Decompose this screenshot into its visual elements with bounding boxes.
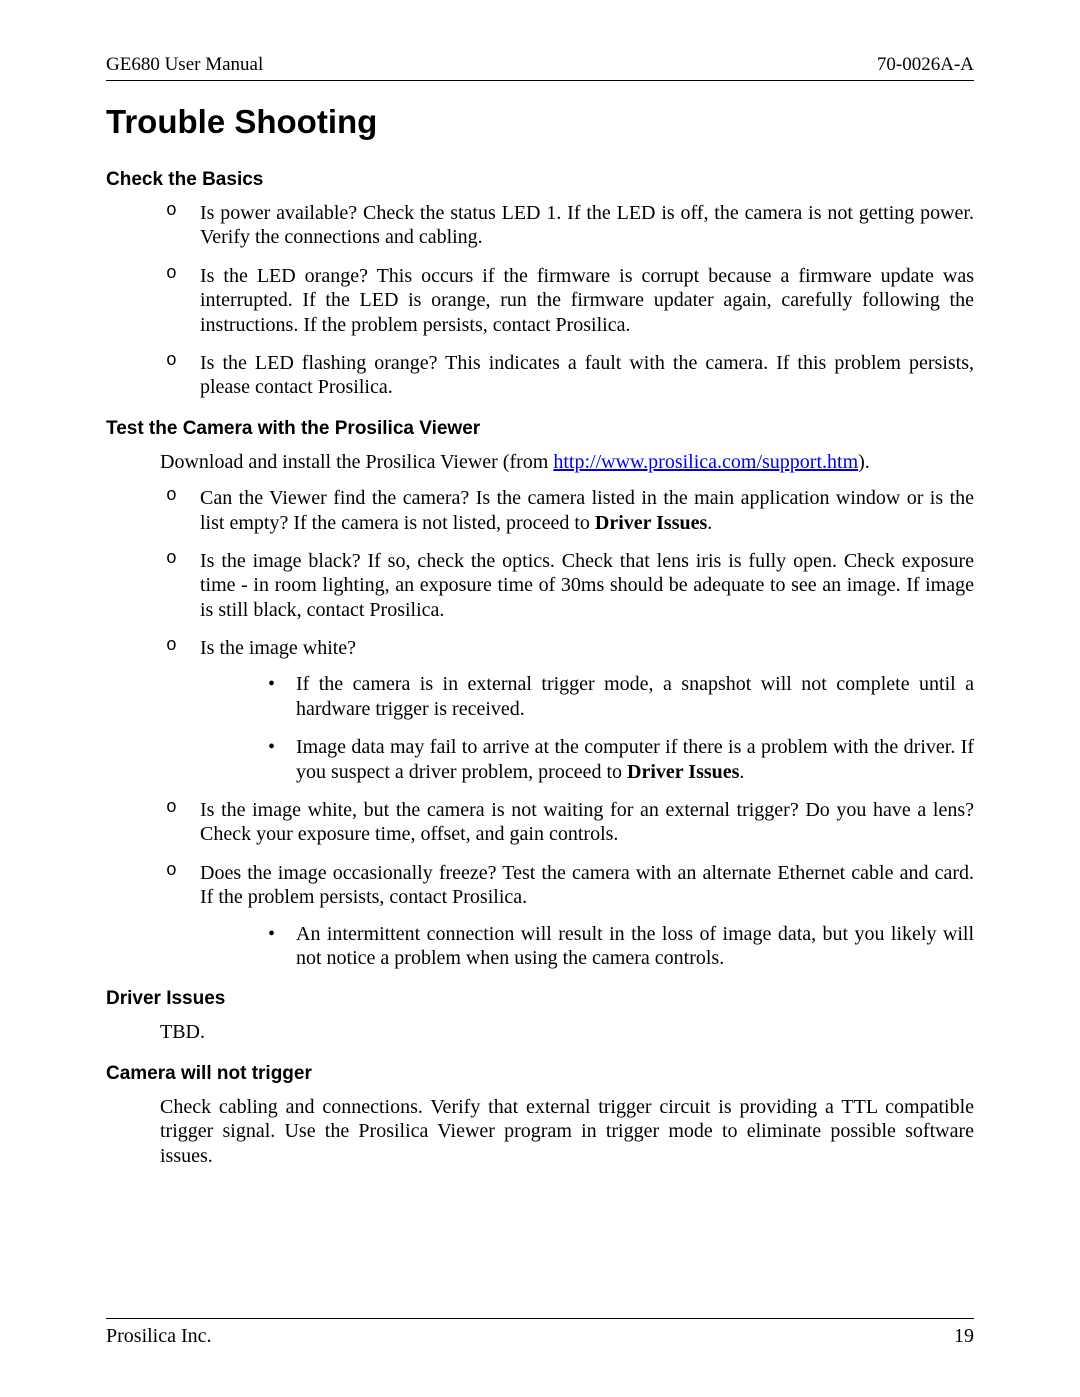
text-run: .: [707, 512, 712, 534]
document-page: GE680 User Manual 70-0026A-A Trouble Sho…: [106, 54, 974, 1180]
list-item: An intermittent connection will result i…: [264, 922, 974, 971]
list-item: Can the Viewer find the camera? Is the c…: [160, 486, 974, 535]
page-footer: Prosilica Inc. 19: [106, 1318, 974, 1348]
bold-text: Driver Issues: [627, 761, 739, 783]
driver-body: TBD.: [160, 1020, 974, 1044]
support-link[interactable]: http://www.prosilica.com/support.htm: [553, 451, 858, 473]
section-heading-basics: Check the Basics: [106, 169, 974, 191]
section-heading-driver: Driver Issues: [106, 988, 974, 1010]
footer-row: Prosilica Inc. 19: [106, 1318, 974, 1348]
list-item: Is power available? Check the status LED…: [160, 201, 974, 250]
text-run: Is the image white?: [200, 637, 356, 659]
list-item: If the camera is in external trigger mod…: [264, 672, 974, 721]
viewer-intro: Download and install the Prosilica Viewe…: [160, 450, 974, 474]
basics-list: Is power available? Check the status LED…: [160, 201, 974, 400]
bold-text: Driver Issues: [595, 512, 707, 534]
page-title: Trouble Shooting: [106, 103, 974, 141]
section-heading-trigger: Camera will not trigger: [106, 1063, 974, 1085]
sub-list: If the camera is in external trigger mod…: [264, 672, 974, 784]
sub-list: An intermittent connection will result i…: [264, 922, 974, 971]
list-item: Is the LED flashing orange? This indicat…: [160, 351, 974, 400]
list-item: Does the image occasionally freeze? Test…: [160, 861, 974, 971]
trigger-body: Check cabling and connections. Verify th…: [160, 1095, 974, 1168]
footer-left: Prosilica Inc.: [106, 1325, 212, 1348]
list-item: Image data may fail to arrive at the com…: [264, 735, 974, 784]
list-item: Is the LED orange? This occurs if the fi…: [160, 264, 974, 337]
text-run: Does the image occasionally freeze? Test…: [200, 862, 974, 908]
viewer-list: Can the Viewer find the camera? Is the c…: [160, 486, 974, 970]
header-left: GE680 User Manual: [106, 54, 263, 76]
footer-page-number: 19: [954, 1325, 974, 1348]
text-run: Can the Viewer find the camera? Is the c…: [200, 487, 974, 533]
text-run: .: [739, 761, 744, 783]
list-item: Is the image black? If so, check the opt…: [160, 549, 974, 622]
text-run: Download and install the Prosilica Viewe…: [160, 451, 553, 473]
page-header: GE680 User Manual 70-0026A-A: [106, 54, 974, 81]
list-item: Is the image white? If the camera is in …: [160, 636, 974, 784]
section-heading-viewer: Test the Camera with the Prosilica Viewe…: [106, 418, 974, 440]
text-run: ).: [858, 451, 870, 473]
header-right: 70-0026A-A: [877, 54, 974, 76]
list-item: Is the image white, but the camera is no…: [160, 798, 974, 847]
